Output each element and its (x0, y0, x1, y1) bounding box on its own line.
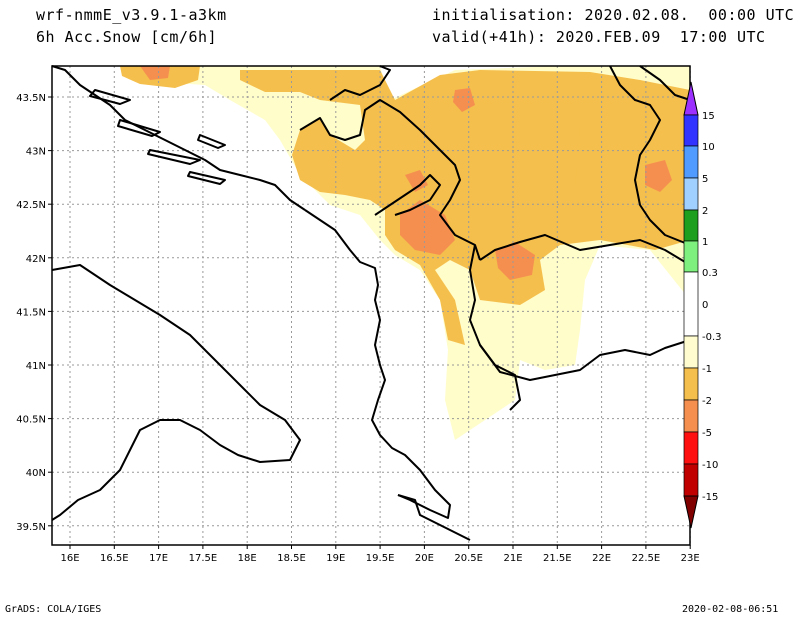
render-timestamp: 2020-02-08-06:51 (682, 604, 779, 615)
legend-label: 0 (702, 300, 708, 311)
legend-swatch (683, 114, 699, 147)
latitude-labels: 43.5N 43N 42.5N 42N 41.5N 41N 40.5N 40N 39.5N (16, 93, 52, 533)
legend-swatch (683, 145, 699, 179)
legend-label: -5 (702, 428, 712, 439)
legend-label: 10 (702, 142, 715, 153)
lon-label: 23E (681, 553, 700, 564)
legend-swatch (683, 209, 699, 242)
longitude-labels: 16E 16.5E 17E 17.5E 18E 18.5E 19E 19.5E 20E 20.5E… (60, 545, 700, 564)
border-montenegro-albania (374, 174, 441, 216)
lon-label: 21E (503, 553, 522, 564)
lat-label: 40N (26, 468, 46, 479)
albania-coastline (304, 209, 451, 519)
legend-label: -0.3 (702, 332, 722, 343)
lon-label: 17.5E (189, 553, 218, 564)
legend-label: 1 (702, 237, 708, 248)
lon-label: 18E (238, 553, 257, 564)
lon-label: 22E (592, 553, 611, 564)
snow-area-heavy-3 (453, 88, 475, 112)
lon-label: 16E (60, 553, 79, 564)
field-title: 6h Acc.Snow [cm/6h] (36, 28, 218, 46)
lon-label: 16.5E (100, 553, 129, 564)
lon-label: 22.5E (632, 553, 661, 564)
lat-label: 39.5N (16, 522, 46, 533)
lat-label: 42N (26, 254, 46, 265)
border-macedonia-greece (479, 339, 691, 381)
legend-label: 2 (702, 206, 708, 217)
island-1 (89, 89, 131, 105)
border-bosnia-montenegro (299, 99, 481, 261)
lon-label: 19.5E (366, 553, 395, 564)
legend-swatch (683, 240, 699, 273)
snow-area-heavy-5 (140, 66, 170, 80)
legend-swatch (683, 177, 699, 211)
grads-credit: GrADS: COLA/IGES (5, 604, 102, 615)
snow-fill-layer (120, 66, 690, 440)
legend-swatch (683, 463, 699, 497)
border-serbia-kosovo (329, 65, 391, 101)
lon-label: 18.5E (277, 553, 306, 564)
legend-swatch (683, 335, 699, 369)
lat-label: 41.5N (16, 307, 46, 318)
legend-swatch (683, 431, 699, 465)
legend-swatch (683, 399, 699, 433)
border-romania (639, 65, 691, 101)
lon-label: 19E (326, 553, 345, 564)
legend-label: -15 (702, 492, 718, 503)
border-serbia-bulgaria (609, 65, 691, 246)
lon-label: 20.5E (454, 553, 483, 564)
legend-swatch (683, 367, 699, 401)
snow-area-mid-3 (575, 105, 690, 245)
coastline-and-borders (51, 65, 691, 541)
lat-label: 42.5N (16, 200, 46, 211)
valid-time: valid(+41h): 2020.FEB.09 17:00 UTC (432, 28, 766, 46)
lon-label: 21.5E (543, 553, 572, 564)
init-time: initialisation: 2020.02.08. 00:00 UTC (432, 6, 795, 24)
italy-coastline (51, 264, 301, 521)
greece-coastline (397, 494, 471, 541)
legend-label: -10 (702, 460, 718, 471)
island-3 (147, 149, 201, 165)
legend-label: -1 (702, 364, 712, 375)
island-4 (187, 171, 226, 185)
island-5 (197, 134, 226, 149)
legend-label: 0.3 (702, 268, 718, 279)
legend-bottom-arrow (683, 495, 699, 529)
legend-label: -2 (702, 396, 712, 407)
island-2 (117, 119, 161, 137)
border-macedonia-bulgaria (479, 234, 691, 266)
croatia-coastline (51, 65, 306, 211)
lat-label: 40.5N (16, 415, 46, 426)
grid-layer (52, 66, 691, 545)
legend-label: 5 (702, 174, 708, 185)
snow-area-heavy-6 (405, 170, 428, 192)
lat-label: 43.5N (16, 93, 46, 104)
color-legend: 15 10 5 2 1 0.3 0 -0.3 -1 -2 -5 -10 -15 (683, 81, 722, 529)
lat-label: 43N (26, 147, 46, 158)
lat-label: 41N (26, 361, 46, 372)
legend-label: 15 (702, 111, 715, 122)
snow-area-heavy-2 (495, 242, 535, 280)
model-title: wrf-nmmE_v3.9.1-a3km (36, 6, 227, 24)
lon-label: 17E (149, 553, 168, 564)
snow-area-mid (240, 70, 690, 345)
lon-label: 20E (415, 553, 434, 564)
legend-swatch (683, 271, 699, 337)
snow-area-heavy-4 (645, 160, 672, 192)
